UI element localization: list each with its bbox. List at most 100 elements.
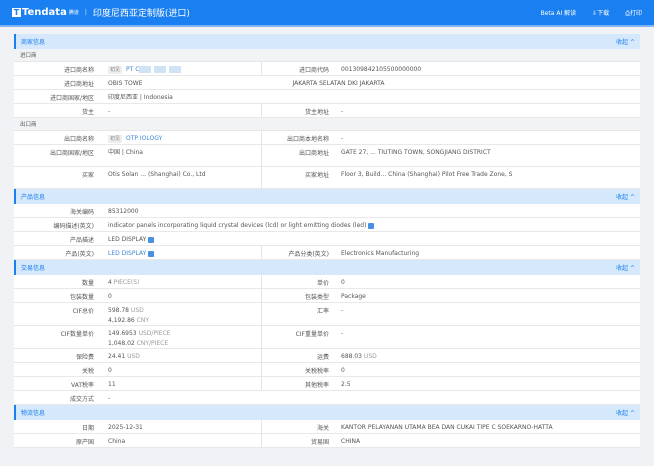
unit: USD (363, 353, 377, 361)
value-text: 001309842105500000000 (341, 66, 422, 73)
field-label: 货主地址 (304, 109, 329, 116)
value-text: JAKARTA SELATAN DKI JAKARTA (292, 80, 385, 87)
field-value: 印度尼西亚 | Indonesia (100, 90, 640, 103)
table-row: 出口商名称 初见 OTP IOLOGY 出口商本地名称 - (14, 131, 640, 145)
field-label: 其他税率 (304, 382, 329, 390)
collapse-button[interactable]: 收起 ^ (616, 194, 635, 201)
value-text: 11 (108, 381, 116, 389)
value-text: 印度尼西亚 | Indonesia (108, 94, 173, 101)
logo-text: Tendata (22, 7, 67, 18)
unit: USD/PIECE (138, 330, 171, 338)
section-title: 物流信息 (21, 410, 46, 418)
value-text: 598.78 (108, 307, 129, 314)
field-label: 成交方式 (69, 396, 94, 404)
collapse-button[interactable]: 收起 ^ (616, 410, 635, 418)
value-text: Otis Solan ... (Shanghai) Co., Ltd (108, 171, 206, 178)
field-value: - (335, 303, 640, 325)
value-text: - (108, 108, 111, 115)
field-label: VAT税率 (70, 382, 94, 390)
field-value: 初见 PT C (100, 62, 262, 75)
translate-icon[interactable] (368, 222, 375, 229)
field-value: GATE 27, ... TIUTING TOWN, SONGJIANG DIS… (335, 145, 640, 166)
field-value: 85312000 (100, 204, 640, 217)
value-text: China (108, 438, 126, 446)
field-label: CIF重量单价 (295, 331, 329, 339)
section-title: 交易信息 (21, 265, 46, 272)
unit: CNY (136, 316, 149, 324)
field-value: 中国 | China (100, 145, 262, 166)
table-row: 编码描述(英文) indicator panels incorporating l… (14, 218, 640, 232)
field-value: 4 PIECE(S) (100, 275, 262, 288)
field-label: 原产国 (75, 439, 94, 447)
tag-badge: 初见 (108, 66, 123, 74)
field-label: 产品分类(英文) (288, 251, 329, 258)
field-value: 001309842105500000000 (335, 62, 640, 75)
value-text: 2025-12-31 (108, 424, 143, 432)
field-value: 598.78 USD 4,192.86 CNY (100, 303, 262, 326)
field-label: 贸易国 (310, 439, 329, 447)
detail-panel: 商家信息 收起 ^ 进口商 进口商名称 初见 PT C 进口商代码 0013098421055… (14, 34, 640, 449)
value-text: 0 (108, 293, 112, 300)
field-value: 688.03 USD (335, 349, 640, 362)
table-row: 关税 0 关税税率 0 (14, 363, 640, 378)
field-value: 0 (335, 275, 640, 288)
download-button[interactable]: ⇩下载 (592, 9, 610, 17)
value-text[interactable]: OTP IOLOGY (126, 135, 163, 142)
table-row: CIF数量单价 149.6953 USD/PIECE 1,048.02 CNY/PI… (14, 326, 640, 350)
field-value: - (335, 131, 640, 144)
table-row: VAT税率 11 其他税率 2.5 (14, 377, 640, 392)
unit: USD (127, 353, 140, 361)
table-row: 进口商国家/地区 印度尼西亚 | Indonesia (14, 90, 640, 104)
value-text: 688.03 (341, 353, 362, 361)
value-text: CHINA (341, 438, 361, 446)
value-text[interactable]: LED DISPLAY (108, 250, 147, 257)
table-row: 进口商名称 初见 PT C 进口商代码 001309842105500000000 (14, 62, 640, 76)
value-text: KANTOR PELAYANAN UTAMA BEA DAN CUKAI TIP… (341, 424, 553, 432)
field-label: 包装类型 (304, 294, 329, 301)
collapse-button[interactable]: 收起 ^ (616, 265, 635, 272)
table-row: 出口商国家/地区 中国 | China 出口商地址 GATE 27, ... TIUT… (14, 145, 640, 167)
value-text: 85312000 (108, 208, 139, 215)
field-value: KANTOR PELAYANAN UTAMA BEA DAN CUKAI TIP… (335, 420, 640, 433)
field-label: 出口商地址 (298, 150, 329, 157)
value-text: - (341, 330, 344, 338)
field-label: CIF总价 (72, 308, 94, 315)
table-row: 产品描述 LED DISPLAY (14, 232, 640, 246)
section-title: 产品信息 (21, 194, 46, 201)
value-text[interactable]: PT C (126, 66, 140, 73)
value-text: 0 (341, 279, 345, 286)
field-value: LED DISPLAY (100, 232, 640, 245)
redacted-block (169, 66, 182, 73)
table-row: 买家 Otis Solan ... (Shanghai) Co., Ltd 买家地址… (14, 167, 640, 189)
field-label: 出口商国家/地区 (49, 150, 94, 157)
unit: CNY/PIECE (136, 339, 169, 347)
field-value: OBIS TOWE JAKARTA SELATAN DKI JAKARTA (100, 76, 640, 89)
table-row: 保险费 24.41 USD 运费 688.03 USD (14, 349, 640, 364)
field-label: 货主 (81, 109, 94, 116)
field-value: Electronics Manufacturing (335, 246, 640, 259)
redacted-block (154, 66, 167, 73)
field-value: 0 (100, 363, 262, 377)
collapse-button[interactable]: 收起 ^ (616, 39, 635, 46)
field-label: 产品(英文) (65, 251, 94, 258)
ai-interpret-button[interactable]: Beta AI 解读 (540, 9, 577, 17)
table-row: 日期 2025-12-31 海关 KANTOR PELAYANAN UTAMA BEA… (14, 420, 640, 435)
value-text: - (341, 307, 344, 314)
print-button[interactable]: ⎙打印 (625, 9, 642, 17)
value-text: 0 (341, 367, 345, 375)
value-text: - (341, 108, 344, 115)
top-bar: T Tendata 腾道 | 印度尼西亚定制版(进口) Beta AI 解读 ⇩下载… (0, 0, 654, 27)
section-header: 物流信息 收起 ^ (14, 405, 640, 421)
translate-icon[interactable] (148, 236, 155, 243)
field-label: 出口商本地名称 (286, 136, 329, 143)
field-value: - (335, 326, 640, 348)
field-label: 单价 (316, 280, 329, 287)
value-text: OBIS TOWE (108, 80, 143, 87)
translate-icon[interactable] (148, 250, 155, 257)
field-value: China (100, 434, 262, 448)
value-text: 2.5 (341, 381, 351, 389)
section-header: 商家信息 收起 ^ (14, 34, 640, 49)
field-value: CHINA (335, 434, 640, 447)
value-text: 1,048.02 (108, 339, 135, 347)
field-label: 日期 (81, 425, 94, 433)
